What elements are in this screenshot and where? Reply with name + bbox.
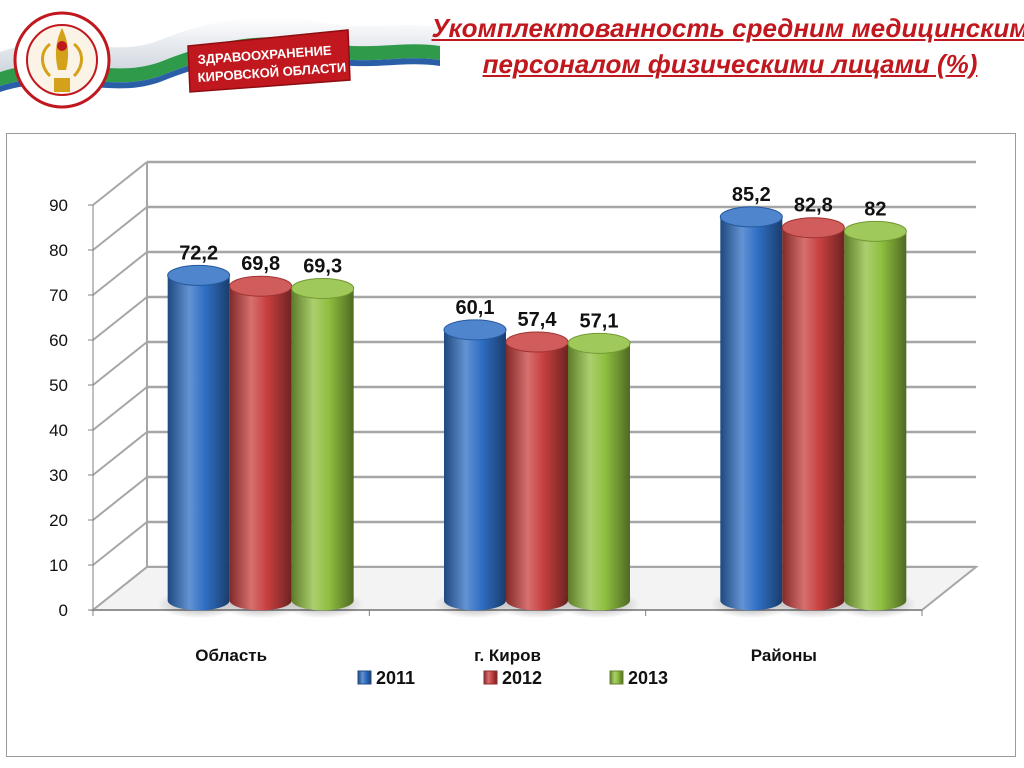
logo-area: ЗДРАВООХРАНЕНИЕ КИРОВСКОЙ ОБЛАСТИ xyxy=(0,11,440,109)
bar-top xyxy=(167,264,231,286)
bar-layer xyxy=(157,206,917,619)
category-label: г. Киров xyxy=(474,646,541,665)
value-label: 60,1 xyxy=(456,297,495,319)
value-label: 85,2 xyxy=(732,184,771,206)
bar-top xyxy=(567,332,631,354)
slide-header: ЗДРАВООХРАНЕНИЕ КИРОВСКОЙ ОБЛАСТИ Укомпл… xyxy=(0,0,1024,125)
bar xyxy=(772,217,855,619)
value-label: 82,8 xyxy=(794,195,833,217)
y-tick-label: 70 xyxy=(49,286,68,305)
legend-item: 2011 xyxy=(357,668,415,688)
bar-top xyxy=(443,319,507,341)
y-tick-label: 0 xyxy=(59,601,68,620)
bar xyxy=(496,331,578,619)
bar-top xyxy=(843,220,907,242)
y-tick-label: 50 xyxy=(49,376,68,395)
value-label: 57,4 xyxy=(518,309,558,331)
bar-body xyxy=(167,275,230,611)
bar-body xyxy=(444,329,506,611)
slide-title: Укомплектованность средним медицинским п… xyxy=(431,13,1024,79)
bar xyxy=(434,319,516,619)
category-label: Область xyxy=(195,646,267,665)
gridline-side xyxy=(92,206,148,251)
gridline-side xyxy=(92,521,148,566)
bar-body xyxy=(568,343,630,611)
bar-body xyxy=(720,216,783,611)
gridline-side xyxy=(92,161,148,206)
gridline-side xyxy=(92,476,148,521)
y-tick-label: 10 xyxy=(49,556,68,575)
bar xyxy=(710,206,793,619)
y-tick-label: 30 xyxy=(49,466,68,485)
bar xyxy=(281,277,364,619)
bar xyxy=(558,332,640,619)
legend-swatch xyxy=(483,670,498,685)
legend: 2011 2012 2013 xyxy=(357,668,668,688)
emblem-icon xyxy=(13,11,111,109)
legend-swatch xyxy=(609,670,624,685)
gridline-side xyxy=(92,431,148,476)
y-tick-label: 20 xyxy=(49,511,68,530)
y-tick-label: 40 xyxy=(49,421,68,440)
bar-body xyxy=(844,231,907,611)
bar-body xyxy=(506,342,568,611)
bar xyxy=(157,264,240,619)
category-labels: Область г. Киров Районы xyxy=(195,646,817,665)
bar-top xyxy=(505,331,569,353)
logo-plate: ЗДРАВООХРАНЕНИЕ КИРОВСКОЙ ОБЛАСТИ xyxy=(187,29,351,93)
value-label: 72,2 xyxy=(179,242,218,264)
legend-item: 2012 xyxy=(483,668,542,688)
value-labels: 72,2 69,8 69,3 60,1 57,4 57,1 85,2 82,8 82 xyxy=(179,184,886,332)
value-label: 69,3 xyxy=(303,255,342,277)
bar-top xyxy=(229,275,293,297)
legend-swatch xyxy=(357,670,372,685)
value-label: 57,1 xyxy=(580,310,619,332)
y-tick-label: 60 xyxy=(49,331,68,350)
legend-item: 2013 xyxy=(609,668,668,688)
bar xyxy=(219,275,302,619)
bar-top xyxy=(291,277,355,299)
bar-body xyxy=(229,286,292,611)
value-label: 69,8 xyxy=(241,253,280,275)
gridline-side xyxy=(92,251,148,296)
y-tick-label: 90 xyxy=(49,196,68,215)
bar-body xyxy=(782,227,845,611)
legend-label: 2013 xyxy=(628,668,668,688)
bar-top xyxy=(719,206,783,228)
legend-label: 2012 xyxy=(502,668,542,688)
gridline-side xyxy=(92,386,148,431)
value-label: 82 xyxy=(864,198,886,220)
category-label: Районы xyxy=(751,646,817,665)
y-tick-label: 80 xyxy=(49,241,68,260)
gridline-side xyxy=(92,341,148,386)
bar xyxy=(834,220,917,619)
legend-label: 2011 xyxy=(376,668,415,688)
bar-top xyxy=(781,217,845,239)
gridline-side xyxy=(92,296,148,341)
bar-body xyxy=(291,288,354,611)
